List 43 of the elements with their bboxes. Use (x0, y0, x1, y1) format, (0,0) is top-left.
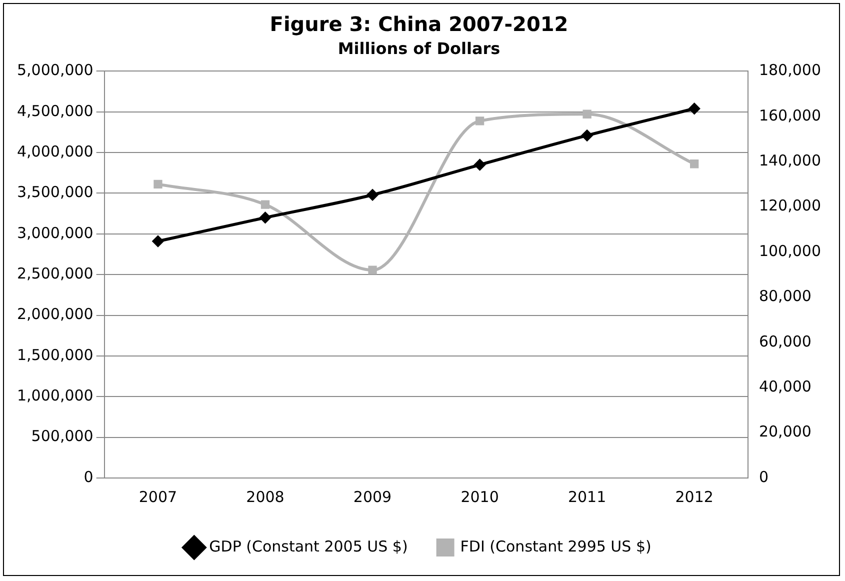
y2-tick-label: 180,000 (758, 61, 821, 80)
x-tick-label: 2008 (246, 488, 284, 506)
y-tick-label: 1,500,000 (16, 346, 94, 364)
y-tick-label: 4,500,000 (16, 102, 94, 120)
point (260, 200, 270, 209)
legend-label: FDI (Constant 2995 US $) (460, 537, 652, 556)
point (582, 110, 592, 118)
point (152, 236, 164, 247)
y2-tick-label: 0 (758, 468, 769, 486)
x-tick-label: 2012 (675, 488, 714, 506)
y2-tick-label: 40,000 (758, 377, 812, 396)
x-tick-label: 2011 (568, 488, 606, 506)
y-tick-label: 500,000 (31, 427, 94, 446)
y2-tick-label: 160,000 (758, 106, 821, 124)
y2-tick-label: 100,000 (758, 242, 821, 260)
y-tick-label: 2,000,000 (16, 305, 94, 324)
y-tick-label: 4,000,000 (16, 142, 94, 160)
y-tick-label: 5,000,000 (16, 61, 94, 80)
y-tick-label: 3,500,000 (16, 183, 94, 202)
y2-tick-label: 140,000 (758, 151, 821, 170)
y-tick-label: 2,500,000 (16, 264, 94, 282)
point (582, 130, 593, 141)
x-tick-label: 2010 (460, 488, 499, 506)
point (475, 116, 484, 126)
point (260, 212, 271, 224)
y-tick-label: 1,000,000 (16, 386, 94, 405)
chart-title: Figure 3: China 2007-2012 (270, 12, 568, 36)
y-tick-label: 0 (84, 468, 94, 486)
point (474, 159, 486, 170)
x-tick-label: 2007 (138, 488, 178, 506)
point (690, 160, 699, 168)
point (368, 266, 377, 274)
point (154, 180, 162, 189)
y2-tick-label: 120,000 (758, 196, 821, 215)
point (688, 103, 700, 114)
point (367, 189, 378, 200)
y2-tick-label: 60,000 (758, 332, 812, 350)
chart-subtitle: Millions of Dollars (338, 38, 500, 58)
y-tick-label: 3,000,000 (16, 224, 94, 242)
y2-tick-label: 80,000 (758, 287, 812, 306)
legend-label: GDP (Constant 2005 US $) (209, 537, 408, 556)
y2-tick-label: 20,000 (758, 422, 812, 441)
x-tick-label: 2009 (353, 488, 392, 506)
